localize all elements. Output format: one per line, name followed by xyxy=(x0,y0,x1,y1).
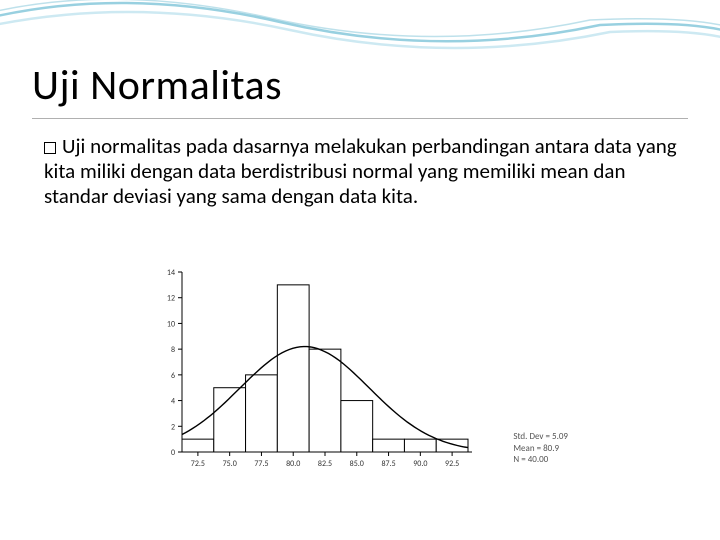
stat-stddev: Std. Dev = 5.09 xyxy=(513,431,568,443)
svg-text:14: 14 xyxy=(167,268,175,278)
svg-text:87.5: 87.5 xyxy=(381,459,395,469)
svg-text:92.5: 92.5 xyxy=(445,459,459,469)
svg-text:82.5: 82.5 xyxy=(318,459,332,469)
chart-stats: Std. Dev = 5.09 Mean = 80.9 N = 40.00 xyxy=(513,431,568,466)
svg-text:72.5: 72.5 xyxy=(191,459,205,469)
svg-text:2: 2 xyxy=(171,422,175,432)
svg-text:75.0: 75.0 xyxy=(223,459,237,469)
stat-n: N = 40.00 xyxy=(513,454,568,466)
svg-text:90.0: 90.0 xyxy=(413,459,427,469)
stat-mean: Mean = 80.9 xyxy=(513,443,568,455)
svg-text:80.0: 80.0 xyxy=(286,459,300,469)
body-paragraph: Uji normalitas pada dasarnya melakukan p… xyxy=(44,134,680,210)
svg-text:12: 12 xyxy=(167,294,175,304)
svg-text:85.0: 85.0 xyxy=(350,459,364,469)
svg-text:10: 10 xyxy=(167,319,175,329)
svg-text:8: 8 xyxy=(171,345,175,355)
svg-text:6: 6 xyxy=(171,371,175,381)
body-text-content: Uji normalitas pada dasarnya melakukan p… xyxy=(44,133,677,209)
title-underline xyxy=(32,118,688,119)
bullet-icon xyxy=(44,142,56,154)
histogram-chart: 0 2 4 6 8 10 12 14 72.5 75.0 77.5 80.0 82.5 85.0 87.5 9… xyxy=(148,262,568,484)
svg-text:0: 0 xyxy=(171,448,175,458)
svg-text:4: 4 xyxy=(171,397,175,407)
svg-text:77.5: 77.5 xyxy=(254,459,268,469)
slide-title: Uji Normalitas xyxy=(32,60,282,111)
